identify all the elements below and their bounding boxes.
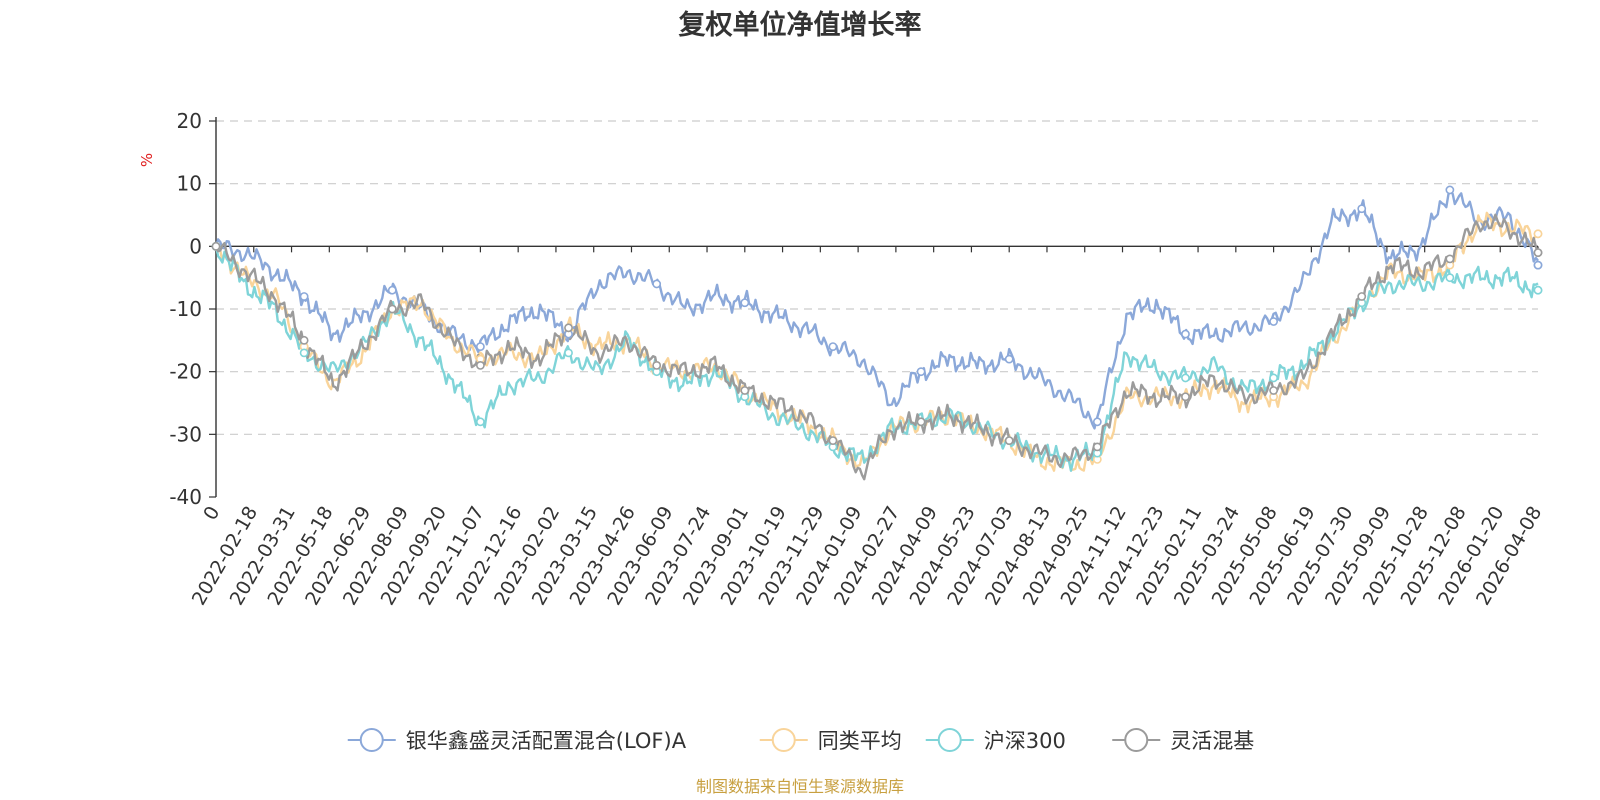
series-marker xyxy=(1269,373,1278,383)
series-lines xyxy=(214,189,1540,481)
series-marker xyxy=(475,342,485,351)
series-marker xyxy=(1092,417,1102,427)
y-tick-label: 0 xyxy=(189,234,202,258)
series-marker xyxy=(564,348,573,358)
series-marker xyxy=(916,367,926,377)
series-marker xyxy=(1357,292,1367,301)
legend-circle-icon xyxy=(359,728,384,752)
y-tick-label: -40 xyxy=(169,485,202,509)
series-marker xyxy=(828,342,838,351)
series-marker xyxy=(740,298,750,308)
series-marker xyxy=(1181,392,1190,402)
series-marker xyxy=(1445,185,1455,195)
legend[interactable]: 银华鑫盛灵活配置混合(LOF)A 同类平均 沪深300 灵活混基 xyxy=(347,728,1255,753)
legend-label: 银华鑫盛灵活配置混合(LOF)A xyxy=(406,729,687,753)
legend-label: 同类平均 xyxy=(818,729,902,753)
series-line xyxy=(214,246,1539,472)
series-marker xyxy=(1533,260,1543,270)
series-marker xyxy=(652,279,662,289)
series-line xyxy=(215,211,1539,472)
series-line xyxy=(214,213,1540,481)
series-marker xyxy=(652,360,662,370)
series-marker xyxy=(1004,354,1014,364)
series-marker xyxy=(211,241,221,251)
series-marker xyxy=(1533,285,1543,295)
legend-label: 灵活混基 xyxy=(1170,729,1254,753)
series-marker xyxy=(299,292,309,301)
series-marker xyxy=(475,360,485,370)
series-marker xyxy=(1092,442,1102,452)
series-marker xyxy=(828,436,838,445)
series-marker xyxy=(1181,373,1190,383)
legend-item[interactable]: 灵活混基 xyxy=(1112,728,1254,753)
series-marker xyxy=(387,285,397,295)
series-marker xyxy=(564,323,573,333)
legend-item[interactable]: 银华鑫盛灵活配置混合(LOF)A xyxy=(347,728,687,753)
series-marker xyxy=(1269,317,1278,326)
legend-circle-icon xyxy=(1124,728,1149,752)
series-marker xyxy=(1269,386,1278,395)
chart-title: 复权单位净值增长率 xyxy=(679,9,922,41)
y-axis: 20 10 0 -10 -20 -30 -40 xyxy=(169,109,217,509)
series-marker xyxy=(1445,254,1455,264)
y-tick-label: 10 xyxy=(177,172,202,196)
grid-lines xyxy=(216,120,1538,435)
series-marker xyxy=(1533,229,1543,239)
y-tick-label: 20 xyxy=(177,109,202,133)
series-marker xyxy=(475,417,485,427)
legend-circle-icon xyxy=(937,728,962,752)
series-marker xyxy=(299,348,309,358)
y-tick-label: -10 xyxy=(169,297,202,321)
y-tick-label: -30 xyxy=(169,422,202,446)
series-marker xyxy=(1004,436,1014,445)
legend-label: 沪深300 xyxy=(984,729,1066,753)
y-axis-unit: % xyxy=(138,153,156,167)
legend-circle-icon xyxy=(771,728,796,752)
series-marker xyxy=(1533,248,1543,257)
series-marker xyxy=(299,335,309,345)
series-marker xyxy=(1445,273,1455,283)
series-marker xyxy=(740,386,750,395)
y-tick-label: -20 xyxy=(169,360,202,384)
series-marker xyxy=(1357,204,1367,214)
series-marker xyxy=(916,417,926,427)
legend-item[interactable]: 同类平均 xyxy=(759,728,902,753)
series-markers xyxy=(211,185,1543,464)
x-tick-label: 0 xyxy=(199,503,224,524)
legend-item[interactable]: 沪深300 xyxy=(925,728,1066,753)
series-marker xyxy=(387,304,397,314)
series-marker xyxy=(1181,329,1190,339)
source-note: 制图数据来自恒生聚源数据库 xyxy=(696,777,904,796)
